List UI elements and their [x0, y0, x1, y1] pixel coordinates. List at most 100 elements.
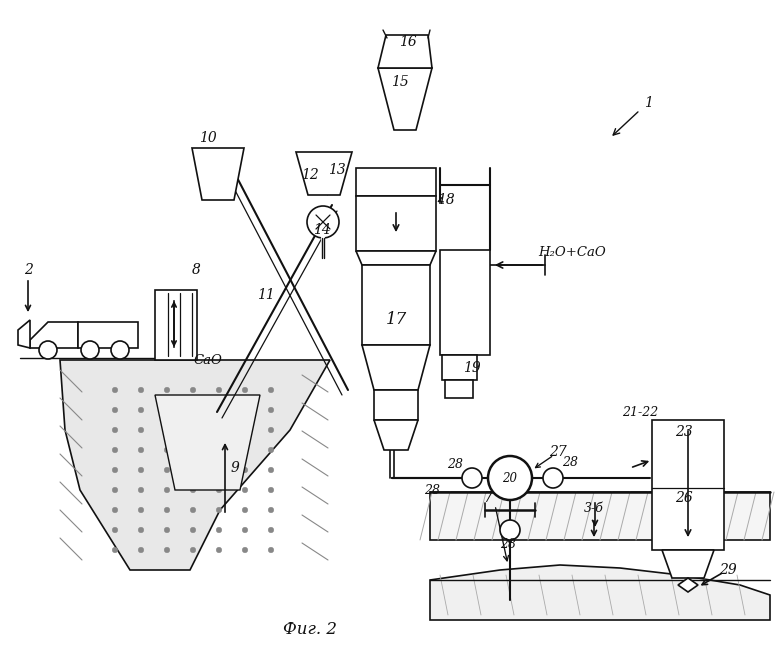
Circle shape — [190, 507, 196, 513]
Circle shape — [165, 447, 170, 453]
Text: 2: 2 — [23, 263, 33, 277]
Bar — [356, 168, 436, 196]
Text: Фиг. 2: Фиг. 2 — [283, 622, 337, 639]
Circle shape — [243, 407, 248, 413]
Circle shape — [138, 407, 144, 413]
Text: 9: 9 — [231, 461, 239, 475]
Circle shape — [190, 467, 196, 473]
Text: CaO: CaO — [193, 353, 222, 366]
Circle shape — [138, 527, 144, 533]
Bar — [78, 322, 138, 348]
Polygon shape — [374, 420, 418, 450]
Text: 1: 1 — [644, 96, 652, 110]
Circle shape — [138, 547, 144, 553]
Bar — [362, 265, 430, 345]
Text: 3-б: 3-б — [584, 502, 604, 515]
Circle shape — [190, 427, 196, 433]
Text: 17: 17 — [385, 312, 406, 328]
Bar — [356, 196, 436, 251]
Text: 28: 28 — [424, 484, 440, 497]
Circle shape — [268, 447, 274, 453]
Circle shape — [112, 387, 118, 393]
Polygon shape — [378, 35, 432, 68]
Circle shape — [165, 527, 170, 533]
Circle shape — [216, 487, 222, 493]
Text: 20: 20 — [502, 471, 517, 484]
Circle shape — [243, 467, 248, 473]
Bar — [445, 380, 473, 398]
Polygon shape — [356, 251, 436, 265]
Circle shape — [112, 407, 118, 413]
Text: H₂O+CaO: H₂O+CaO — [538, 246, 606, 259]
Polygon shape — [60, 360, 330, 570]
Circle shape — [138, 487, 144, 493]
Circle shape — [138, 427, 144, 433]
Circle shape — [268, 407, 274, 413]
Text: 19: 19 — [463, 361, 481, 375]
Circle shape — [165, 387, 170, 393]
Circle shape — [268, 487, 274, 493]
Text: 26: 26 — [675, 491, 693, 505]
Circle shape — [39, 341, 57, 359]
Circle shape — [216, 407, 222, 413]
Circle shape — [165, 407, 170, 413]
Text: 28: 28 — [447, 459, 463, 471]
Circle shape — [138, 467, 144, 473]
Circle shape — [243, 387, 248, 393]
Circle shape — [216, 547, 222, 553]
Circle shape — [243, 427, 248, 433]
Circle shape — [243, 527, 248, 533]
Text: 12: 12 — [301, 168, 319, 182]
Bar — [374, 390, 418, 420]
Circle shape — [190, 527, 196, 533]
Text: 27: 27 — [549, 445, 567, 459]
Circle shape — [190, 407, 196, 413]
Text: 23: 23 — [675, 425, 693, 439]
Bar — [652, 420, 724, 550]
Circle shape — [190, 487, 196, 493]
Circle shape — [138, 387, 144, 393]
Circle shape — [112, 547, 118, 553]
Circle shape — [112, 507, 118, 513]
Circle shape — [138, 447, 144, 453]
Circle shape — [216, 507, 222, 513]
Text: 21-22: 21-22 — [622, 406, 658, 419]
Bar — [442, 355, 477, 380]
Circle shape — [216, 447, 222, 453]
Circle shape — [243, 487, 248, 493]
Circle shape — [462, 468, 482, 488]
Circle shape — [216, 427, 222, 433]
Circle shape — [268, 387, 274, 393]
Text: 29: 29 — [719, 563, 737, 577]
Polygon shape — [18, 320, 30, 348]
Polygon shape — [192, 148, 244, 200]
Circle shape — [190, 387, 196, 393]
Circle shape — [307, 206, 339, 238]
Text: 10: 10 — [199, 131, 217, 145]
Circle shape — [500, 520, 520, 540]
Circle shape — [543, 468, 563, 488]
Circle shape — [111, 341, 129, 359]
Text: 11: 11 — [257, 288, 275, 302]
Text: 28: 28 — [562, 455, 578, 468]
Circle shape — [268, 547, 274, 553]
Circle shape — [216, 387, 222, 393]
Text: 8: 8 — [192, 263, 200, 277]
Polygon shape — [362, 345, 430, 390]
Circle shape — [165, 427, 170, 433]
Text: 18: 18 — [437, 193, 455, 207]
Text: 15: 15 — [391, 75, 409, 89]
Circle shape — [488, 456, 532, 500]
Circle shape — [243, 447, 248, 453]
Circle shape — [243, 507, 248, 513]
Circle shape — [216, 467, 222, 473]
Circle shape — [268, 507, 274, 513]
Circle shape — [112, 487, 118, 493]
Polygon shape — [662, 550, 714, 578]
Polygon shape — [678, 578, 698, 592]
Circle shape — [165, 487, 170, 493]
Circle shape — [112, 527, 118, 533]
Polygon shape — [30, 322, 78, 348]
Circle shape — [268, 427, 274, 433]
Circle shape — [268, 467, 274, 473]
